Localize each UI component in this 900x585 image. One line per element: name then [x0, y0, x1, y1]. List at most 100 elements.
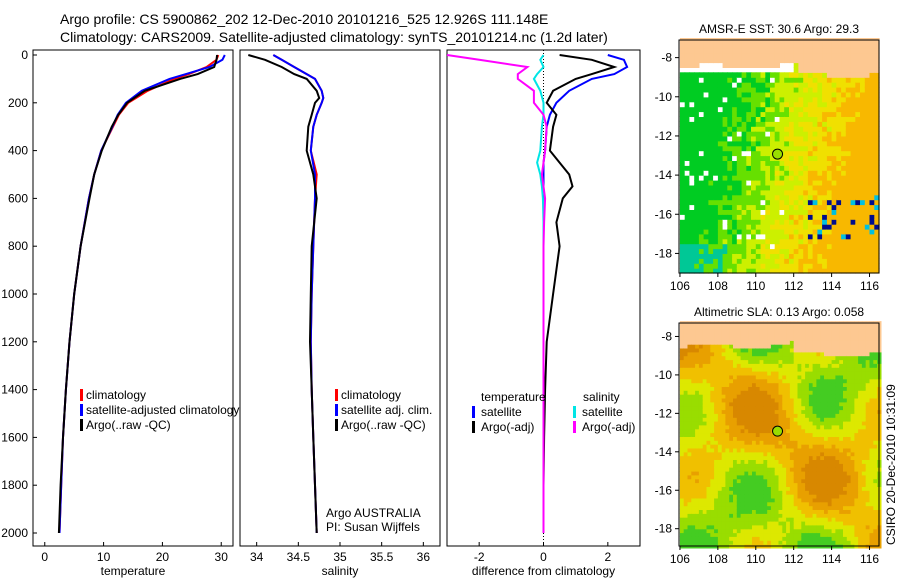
- x-tick-label: 35: [333, 550, 347, 564]
- data-cell: [691, 494, 695, 498]
- data-cell: [713, 112, 718, 118]
- data-cell: [862, 521, 866, 525]
- data-cell: [827, 97, 832, 103]
- data-cell: [794, 440, 798, 444]
- data-cell: [707, 483, 711, 487]
- data-cell: [816, 502, 820, 506]
- data-cell: [847, 433, 851, 437]
- land-cell: [699, 48, 704, 54]
- data-cell: [813, 151, 818, 157]
- data-cell: [790, 410, 794, 414]
- data-cell: [805, 448, 809, 452]
- data-cell: [775, 379, 779, 383]
- data-cell: [820, 452, 824, 456]
- data-cell: [723, 170, 728, 176]
- data-cell: [851, 131, 856, 137]
- data-cell: [822, 121, 827, 127]
- data-cell: [827, 180, 832, 186]
- data-cell: [847, 517, 851, 521]
- data-cell: [851, 200, 856, 206]
- x-axis-label: difference from climatology: [472, 564, 615, 578]
- data-cell: [718, 229, 723, 235]
- data-cell: [714, 475, 718, 479]
- data-cell: [694, 209, 699, 215]
- data-cell: [688, 490, 692, 494]
- data-cell: [841, 141, 846, 147]
- data-cell: [744, 406, 748, 410]
- data-cell: [794, 92, 799, 98]
- data-cell: [862, 356, 866, 360]
- data-cell: [771, 371, 775, 375]
- data-cell: [841, 121, 846, 127]
- data-cell: [680, 244, 685, 250]
- data-cell: [733, 448, 737, 452]
- data-cell: [824, 367, 828, 371]
- data-cell: [794, 517, 798, 521]
- land-cell: [820, 348, 824, 352]
- data-cell: [862, 386, 866, 390]
- data-cell: [813, 195, 818, 201]
- data-cell: [688, 394, 692, 398]
- land-cell: [843, 325, 847, 329]
- data-cell: [820, 536, 824, 540]
- data-cell: [756, 429, 760, 433]
- data-cell: [684, 436, 688, 440]
- data-cell: [782, 425, 786, 429]
- data-cell: [699, 417, 703, 421]
- data-cell: [703, 486, 707, 490]
- data-cell: [691, 521, 695, 525]
- land-cell: [713, 43, 718, 49]
- data-cell: [860, 87, 865, 93]
- data-cell: [680, 200, 685, 206]
- data-cell: [748, 483, 752, 487]
- data-cell: [771, 360, 775, 364]
- data-cell: [760, 463, 764, 467]
- data-cell: [746, 112, 751, 118]
- data-cell: [789, 116, 794, 122]
- y-tick-label: 0: [21, 48, 28, 62]
- data-cell: [832, 107, 837, 113]
- data-cell: [744, 486, 748, 490]
- data-cell: [775, 170, 780, 176]
- data-cell: [816, 367, 820, 371]
- data-cell: [841, 253, 846, 259]
- data-cell: [699, 92, 704, 98]
- data-cell: [779, 417, 783, 421]
- data-cell: [789, 170, 794, 176]
- data-cell: [775, 386, 779, 390]
- land-cell: [741, 337, 745, 341]
- data-cell: [688, 371, 692, 375]
- data-cell: [817, 107, 822, 113]
- data-cell: [718, 502, 722, 506]
- data-cell: [813, 429, 817, 433]
- data-cell: [771, 379, 775, 383]
- data-cell: [708, 224, 713, 230]
- data-cell: [694, 219, 699, 225]
- data-cell: [824, 413, 828, 417]
- data-cell: [760, 386, 764, 390]
- data-cell: [789, 175, 794, 181]
- data-cell: [790, 513, 794, 517]
- data-cell: [780, 131, 785, 137]
- data-cell: [805, 517, 809, 521]
- data-cell: [752, 383, 756, 387]
- data-cell: [752, 390, 756, 394]
- data-cell: [744, 436, 748, 440]
- data-cell: [733, 379, 737, 383]
- data-cell: [824, 540, 828, 544]
- data-cell: [703, 363, 707, 367]
- data-cell: [763, 448, 767, 452]
- data-cell: [699, 165, 704, 171]
- data-cell: [760, 536, 764, 540]
- data-cell: [744, 479, 748, 483]
- data-cell: [803, 141, 808, 147]
- data-cell: [851, 486, 855, 490]
- land-cell: [725, 329, 729, 333]
- data-cell: [694, 82, 699, 88]
- data-cell: [839, 483, 843, 487]
- data-cell: [860, 116, 865, 122]
- data-cell: [725, 386, 729, 390]
- data-cell: [694, 136, 699, 142]
- data-cell: [813, 536, 817, 540]
- data-cell: [775, 190, 780, 196]
